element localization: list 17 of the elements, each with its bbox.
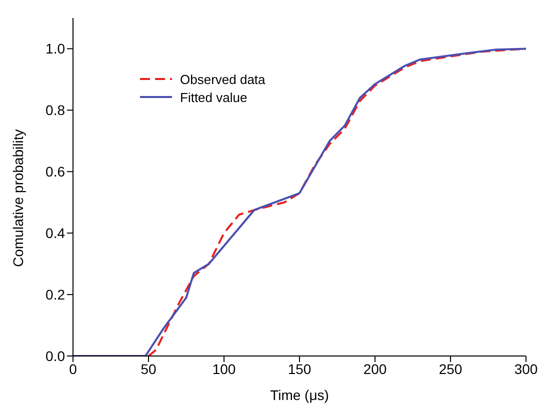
y-tick-label: 0.6: [46, 164, 66, 180]
y-tick-label: 0.4: [46, 225, 66, 242]
x-tick-label: 100: [212, 360, 236, 377]
y-tick-label: 0.8: [46, 102, 66, 118]
x-tick-label: 300: [514, 360, 538, 377]
x-tick-label: 0: [69, 360, 78, 377]
y-tick-label: 0.2: [46, 286, 66, 303]
legend-label: Observed data: [180, 72, 266, 86]
x-tick-label: 50: [140, 360, 156, 377]
x-tick-label: 200: [363, 360, 387, 377]
y-tick-label: 1.0: [46, 40, 66, 57]
x-axis-title: Time (μs): [270, 387, 329, 403]
y-tick-label: 0.0: [46, 348, 66, 364]
y-axis-title: Comulative probability: [10, 129, 26, 267]
legend-label: Fitted value: [180, 90, 248, 104]
x-tick-label: 150: [288, 360, 312, 377]
x-tick-label: 250: [438, 360, 462, 377]
